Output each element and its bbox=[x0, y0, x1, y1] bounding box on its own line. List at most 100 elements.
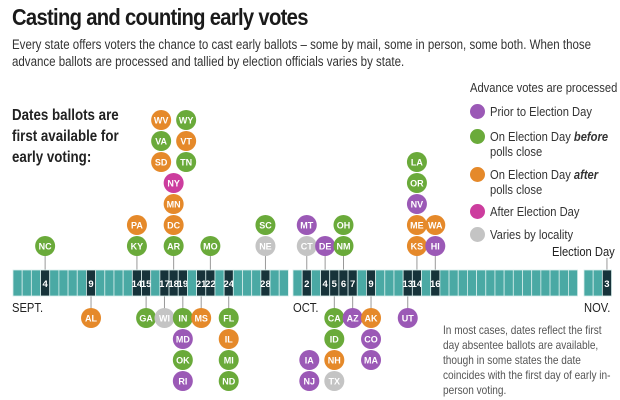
date-label: 6 bbox=[341, 279, 346, 290]
state-abbr: GA bbox=[139, 313, 153, 323]
legend-label-before: On Election Day before polls close bbox=[490, 129, 609, 159]
state-circle bbox=[315, 236, 336, 256]
state-marker-az: AZ bbox=[342, 308, 363, 328]
date-cell bbox=[568, 269, 578, 297]
date-cell bbox=[476, 269, 487, 297]
date-cell bbox=[467, 269, 478, 297]
state-marker-oh: OH bbox=[333, 215, 354, 235]
date-label: 5 bbox=[332, 279, 338, 290]
state-abbr: MI bbox=[224, 355, 234, 365]
date-cell bbox=[232, 269, 243, 297]
state-abbr: NJ bbox=[304, 376, 316, 386]
date-cell bbox=[384, 269, 395, 297]
state-marker-mn: MN bbox=[163, 194, 184, 214]
chart-subtitle: Every state offers voters the chance to … bbox=[12, 37, 592, 69]
state-circle bbox=[200, 236, 221, 256]
state-marker-pa: PA bbox=[126, 215, 147, 235]
date-label: 15 bbox=[141, 279, 152, 290]
state-marker-de: DE bbox=[315, 236, 336, 256]
date-label: 21 bbox=[196, 279, 207, 290]
date-cell bbox=[549, 269, 560, 297]
date-label: 2 bbox=[304, 279, 309, 290]
state-abbr: VA bbox=[155, 136, 167, 146]
date-label: 13 bbox=[402, 279, 413, 290]
date-label: 18 bbox=[168, 279, 179, 290]
state-marker-sc: SC bbox=[255, 215, 276, 235]
date-label: 22 bbox=[205, 279, 216, 290]
date-label: 19 bbox=[178, 279, 189, 290]
date-label: 4 bbox=[322, 279, 328, 290]
state-circle bbox=[172, 329, 193, 349]
state-abbr: OK bbox=[176, 355, 190, 365]
month-label-nov: NOV. bbox=[584, 300, 611, 315]
state-circle bbox=[324, 308, 345, 328]
state-circle bbox=[176, 131, 197, 151]
state-abbr: MD bbox=[176, 334, 190, 344]
state-abbr: AK bbox=[365, 313, 378, 323]
date-label: 7 bbox=[350, 279, 355, 290]
state-abbr: NY bbox=[167, 178, 180, 188]
state-circle bbox=[81, 308, 102, 328]
legend-swatch-post bbox=[470, 204, 485, 219]
timeline-label: Dates ballots are first available for ea… bbox=[12, 107, 119, 166]
date-label: 14 bbox=[132, 279, 143, 290]
state-marker-nv: NV bbox=[406, 194, 427, 214]
state-circle bbox=[299, 350, 320, 370]
date-cell bbox=[58, 269, 69, 297]
state-abbr: NV bbox=[411, 199, 424, 209]
state-abbr: ID bbox=[330, 334, 340, 344]
state-marker-ma: MA bbox=[361, 350, 382, 370]
state-abbr: KY bbox=[131, 241, 144, 251]
state-abbr: VT bbox=[180, 136, 192, 146]
state-circle bbox=[151, 110, 172, 130]
state-circle bbox=[176, 152, 197, 172]
state-abbr: CT bbox=[301, 241, 313, 251]
state-abbr: IA bbox=[305, 355, 315, 365]
state-marker-nc: NC bbox=[35, 236, 56, 256]
date-label: 3 bbox=[604, 279, 609, 290]
state-circle bbox=[163, 215, 184, 235]
state-abbr: TX bbox=[329, 376, 341, 386]
date-cell bbox=[242, 269, 253, 297]
state-marker-nd: ND bbox=[218, 371, 239, 391]
state-abbr: FL bbox=[223, 313, 234, 323]
state-circle bbox=[342, 308, 363, 328]
state-marker-ks: KS bbox=[406, 236, 427, 256]
state-abbr: WY bbox=[179, 115, 194, 125]
state-circle bbox=[324, 329, 345, 349]
state-abbr: MO bbox=[203, 241, 218, 251]
date-cell bbox=[592, 269, 603, 297]
state-circle bbox=[333, 236, 354, 256]
state-circle bbox=[163, 236, 184, 256]
state-abbr: NC bbox=[39, 241, 52, 251]
state-abbr: MS bbox=[194, 313, 208, 323]
state-circle bbox=[299, 371, 320, 391]
state-circle bbox=[176, 110, 197, 130]
state-circle bbox=[218, 329, 239, 349]
state-abbr: AR bbox=[167, 241, 180, 251]
state-circle bbox=[406, 194, 427, 214]
state-marker-vt: VT bbox=[176, 131, 197, 151]
state-circle bbox=[191, 308, 212, 328]
legend: Advance votes are processed ... Prior to… bbox=[470, 80, 620, 242]
legend-swatch-before bbox=[470, 129, 485, 144]
legend-swatch-after bbox=[470, 167, 485, 182]
date-cell bbox=[356, 269, 367, 297]
date-cell bbox=[439, 269, 450, 297]
state-circle bbox=[296, 215, 317, 235]
state-abbr: NE bbox=[259, 241, 272, 251]
state-abbr: ME bbox=[410, 220, 424, 230]
state-marker-ca: CA bbox=[324, 308, 345, 328]
state-marker-ct: CT bbox=[296, 236, 317, 256]
state-abbr: WA bbox=[428, 220, 443, 230]
state-abbr: MN bbox=[167, 199, 181, 209]
state-circle bbox=[296, 236, 317, 256]
state-marker-ky: KY bbox=[126, 236, 147, 256]
state-marker-sd: SD bbox=[151, 152, 172, 172]
state-marker-id: ID bbox=[324, 329, 345, 349]
state-circle bbox=[397, 308, 418, 328]
legend-label-after: On Election Day after polls close bbox=[490, 167, 599, 197]
state-circle bbox=[406, 236, 427, 256]
state-marker-mo: MO bbox=[200, 236, 221, 256]
